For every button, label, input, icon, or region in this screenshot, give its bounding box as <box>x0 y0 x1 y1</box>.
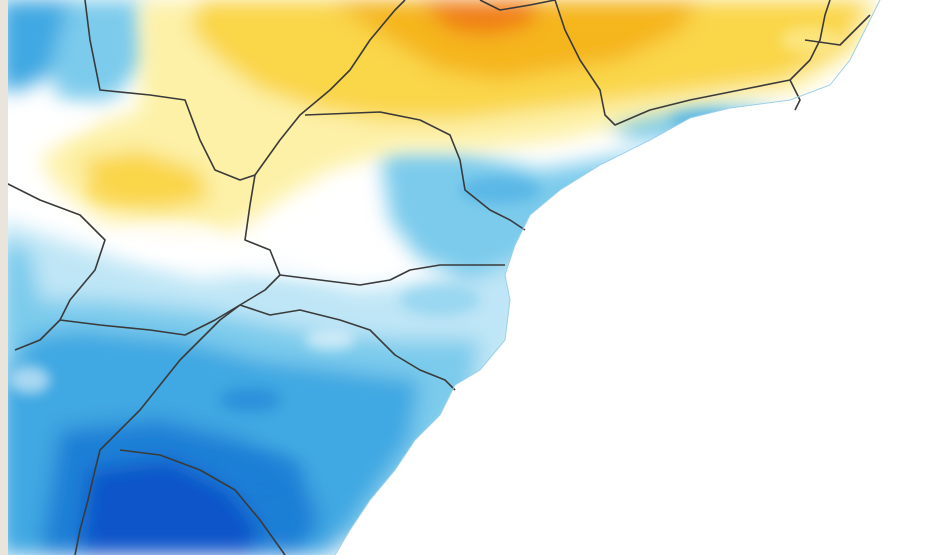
patch <box>120 220 220 260</box>
border-line <box>254 0 406 176</box>
state-borders <box>0 0 871 555</box>
patch <box>305 330 355 350</box>
coastline <box>334 0 881 555</box>
warm-anomalies <box>40 0 880 230</box>
border-line <box>804 14 871 46</box>
border-line <box>304 111 526 231</box>
coastal-lagoon <box>360 450 410 520</box>
border-line <box>119 449 286 555</box>
cool-area-northwest-light <box>50 0 150 100</box>
patch <box>85 176 155 204</box>
border-line <box>554 0 831 126</box>
border-line <box>244 174 281 276</box>
texture-patches <box>10 26 840 488</box>
border-line <box>74 304 241 555</box>
patch <box>460 176 540 204</box>
border-line <box>84 0 256 181</box>
warm-area-warm <box>330 0 700 80</box>
patch <box>220 388 280 412</box>
patch <box>670 110 730 130</box>
border-line <box>789 79 801 111</box>
patch <box>220 452 300 488</box>
patch <box>400 284 480 316</box>
border-line <box>479 0 556 11</box>
cool-area-very-strong <box>80 460 260 555</box>
cool-area-west-edge <box>0 240 40 380</box>
patch <box>10 366 50 394</box>
border-line <box>14 319 61 351</box>
border-line <box>239 304 456 391</box>
patch <box>25 106 95 134</box>
frame-left-edge <box>0 0 8 555</box>
border-line <box>279 264 505 286</box>
